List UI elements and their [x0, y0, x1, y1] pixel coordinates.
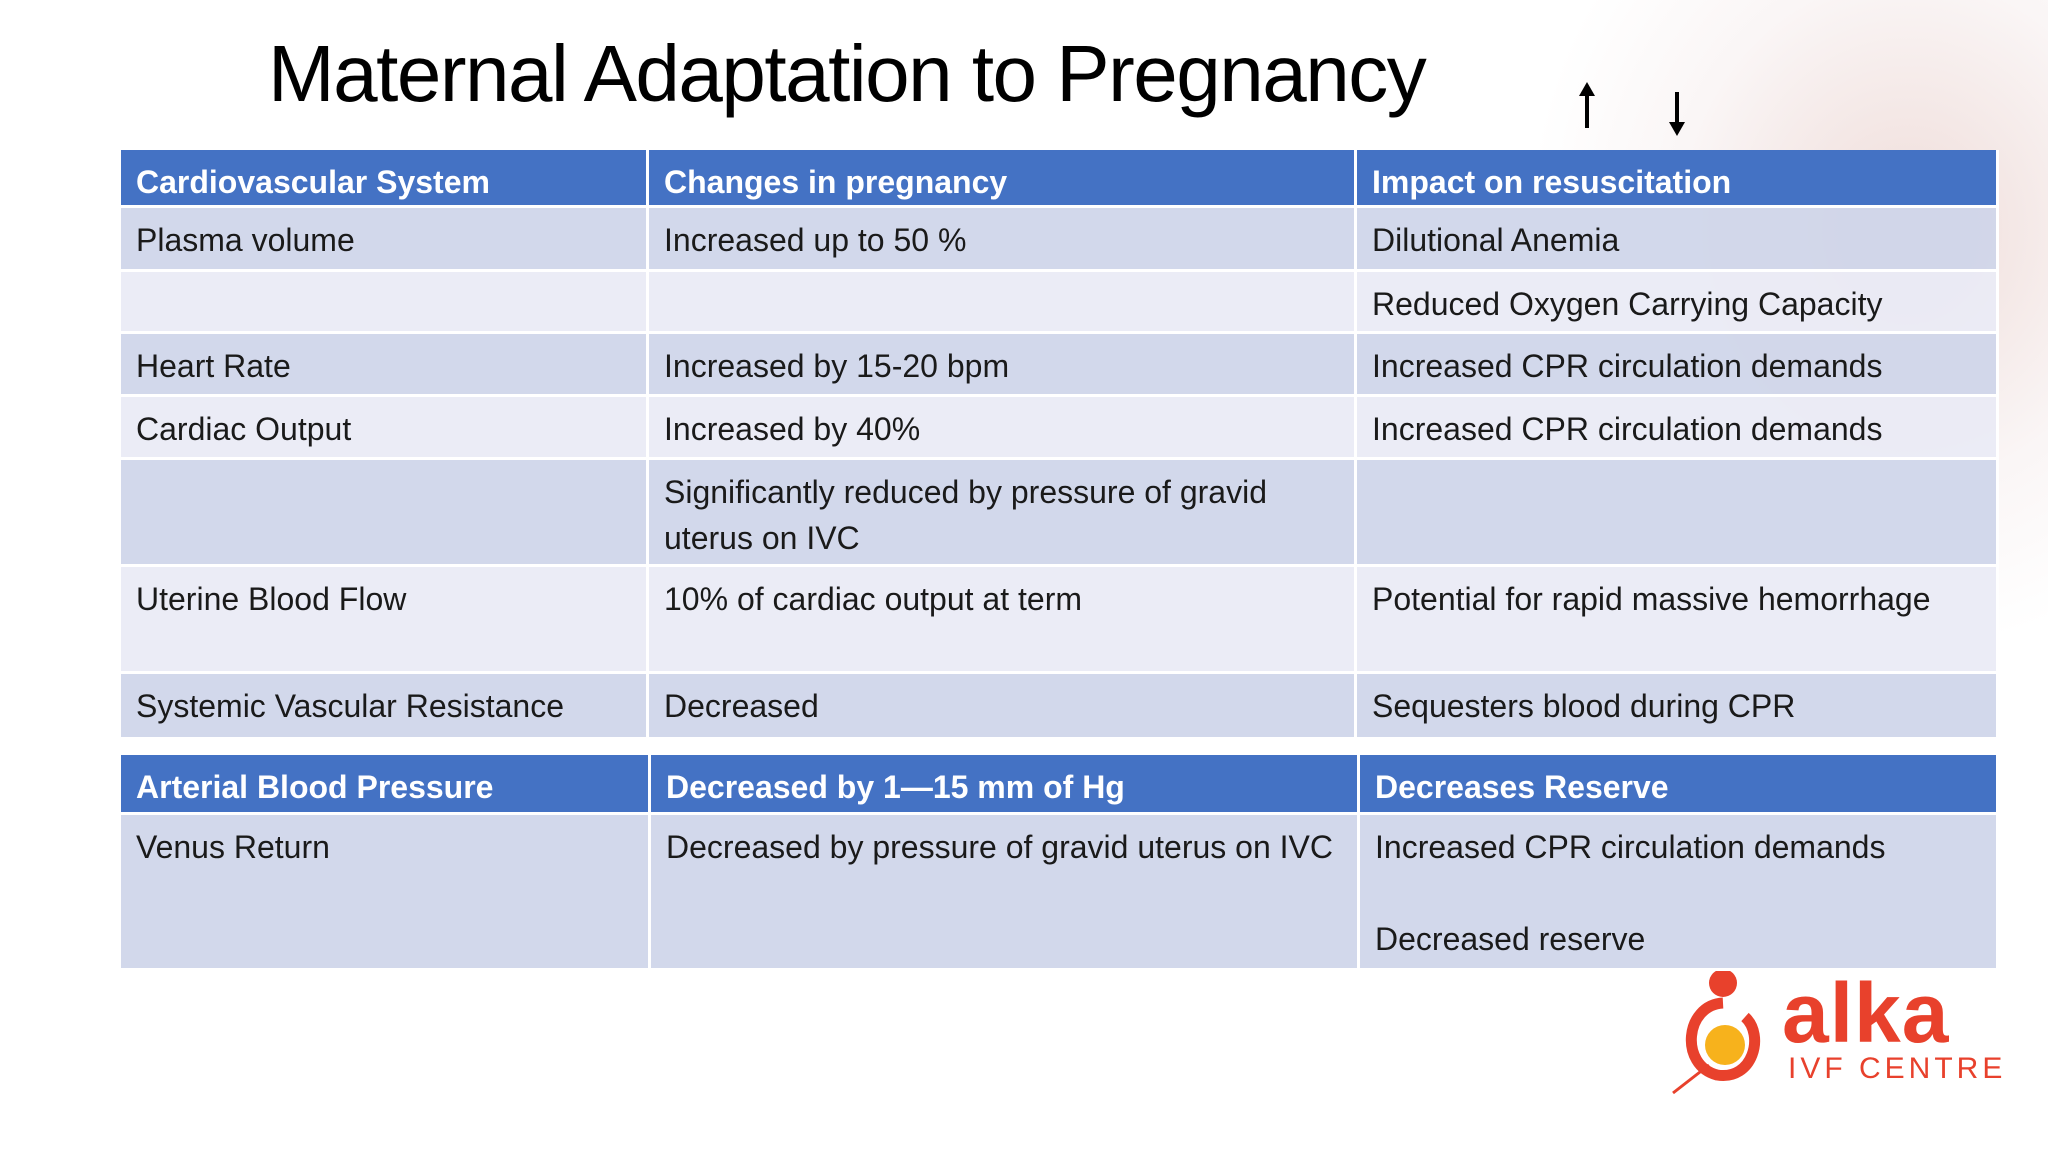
- table-cell: Uterine Blood Flow: [121, 567, 649, 674]
- table-cell: Decreased by pressure of gravid uterus o…: [651, 815, 1360, 971]
- table-cell: Changes in pregnancy: [649, 150, 1357, 208]
- table-cell: Reduced Oxygen Carrying Capacity: [1357, 272, 1999, 334]
- table-cell: Decreased by 1—15 mm of Hg: [651, 755, 1360, 815]
- table-cell: Impact on resuscitation: [1357, 150, 1999, 208]
- cell-text: Decreased reserve: [1375, 921, 1646, 957]
- table-cell: [121, 272, 649, 334]
- table-cell: Sequesters blood during CPR: [1357, 674, 1999, 740]
- logo-icon: [1672, 969, 1761, 1095]
- table-cell: Increased up to 50 %: [649, 208, 1357, 272]
- table-cell: Plasma volume: [121, 208, 649, 272]
- table-cell: Increased by 15-20 bpm: [649, 334, 1357, 397]
- table-cell: Cardiovascular System: [121, 150, 649, 208]
- table-cell: Increased CPR circulation demands: [1357, 334, 1999, 397]
- arrows: [1579, 82, 1685, 136]
- table-cell: Increased CPR circulation demands Decreas…: [1360, 815, 1999, 971]
- table-cell: [121, 460, 649, 567]
- table-cell: Decreases Reserve: [1360, 755, 1999, 815]
- logo-name: alka: [1782, 966, 1950, 1060]
- logo-tagline: IVF CENTRE: [1788, 1052, 2007, 1085]
- table-cell: 10% of cardiac output at term: [649, 567, 1357, 674]
- table-cell: Venus Return: [121, 815, 651, 971]
- table-cell: Increased CPR circulation demands: [1357, 397, 1999, 460]
- table-cell: Systemic Vascular Resistance: [121, 674, 649, 740]
- table-cell: Heart Rate: [121, 334, 649, 397]
- table-cell: [649, 272, 1357, 334]
- table-cell: Cardiac Output: [121, 397, 649, 460]
- table-cell: Arterial Blood Pressure: [121, 755, 651, 815]
- table-cell: Decreased: [649, 674, 1357, 740]
- table-cell: Increased by 40%: [649, 397, 1357, 460]
- table-cell: Significantly reduced by pressure of gra…: [649, 460, 1357, 567]
- cell-text: Increased CPR circulation demands: [1375, 829, 1886, 865]
- table-cell: Potential for rapid massive hemorrhage: [1357, 567, 1999, 674]
- slide-title: Maternal Adaptation to Pregnancy: [268, 29, 1427, 118]
- table-cell: [1357, 460, 1999, 567]
- table-cell: Dilutional Anemia: [1357, 208, 1999, 272]
